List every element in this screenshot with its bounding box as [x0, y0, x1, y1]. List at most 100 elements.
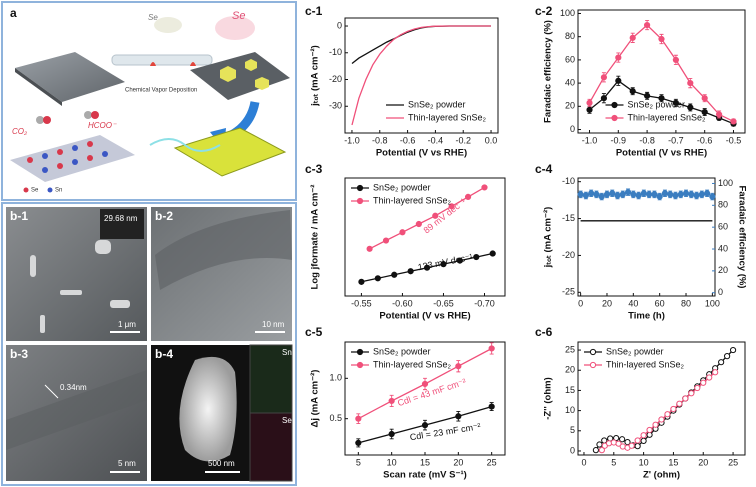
marker	[693, 192, 700, 199]
y-tick-label: 15	[565, 385, 575, 395]
legend-dot	[23, 187, 29, 193]
label-se: Se	[148, 13, 158, 22]
y-axis-label: Δj (mA cm⁻²)	[310, 370, 321, 428]
se-vapor	[154, 17, 182, 33]
legend-label: SnSe₂ powder	[373, 346, 431, 356]
marker	[615, 440, 622, 447]
marker	[670, 405, 677, 413]
panel-label: c-3	[305, 162, 323, 176]
marker	[630, 191, 637, 198]
series-line	[351, 25, 491, 126]
marker	[677, 191, 684, 198]
marker	[658, 35, 665, 43]
marker	[698, 191, 705, 198]
marker	[374, 275, 381, 282]
marker	[407, 268, 414, 275]
marker	[652, 421, 659, 428]
spacing-label: 0.34nm	[60, 383, 87, 392]
y-tick-label: -10	[329, 47, 342, 57]
marker	[672, 99, 679, 106]
marker	[596, 441, 603, 448]
marker	[432, 212, 439, 219]
substrate	[15, 52, 125, 102]
marker	[615, 77, 622, 84]
marker	[701, 95, 708, 102]
y-tick-label: 80	[565, 31, 575, 41]
marker	[682, 395, 689, 402]
marker	[600, 95, 608, 102]
marker	[598, 447, 605, 454]
marker	[489, 250, 496, 257]
plot-frame	[344, 17, 499, 134]
legend-label: SnSe₂ powder	[606, 346, 664, 356]
se-vapor	[215, 16, 255, 40]
marker	[586, 99, 593, 106]
marker	[635, 192, 642, 199]
marker	[687, 104, 694, 111]
marker	[382, 237, 390, 244]
sn-map	[249, 344, 293, 414]
marker	[640, 190, 647, 197]
marker	[358, 278, 365, 285]
marker	[582, 192, 590, 199]
plot-frame	[577, 177, 716, 297]
x-tick-label: 0.0	[485, 135, 498, 145]
y2-tick-label: 80	[718, 200, 728, 210]
marker	[706, 374, 713, 381]
marker	[355, 415, 362, 422]
x-axis-label: Z' (ohm)	[643, 470, 680, 481]
panel-label: b-1	[10, 209, 28, 223]
marker	[634, 437, 641, 444]
y-tick-label: 0	[570, 124, 575, 134]
marker	[672, 56, 679, 63]
panel-label: c-2	[535, 4, 553, 18]
legend-marker	[356, 361, 364, 369]
marker	[448, 203, 455, 210]
marker	[481, 184, 488, 191]
x-axis-label: Potential (V vs RHE)	[376, 148, 467, 159]
legend-label: SnSe₂ powder	[408, 99, 466, 109]
x-tick-label: -0.6	[400, 135, 416, 145]
marker	[628, 442, 635, 449]
y2-tick-label: 0	[718, 287, 723, 297]
x-axis-label: Time (h)	[628, 311, 665, 322]
map-label: Sn	[282, 348, 292, 357]
marker	[667, 191, 674, 198]
deposited-substrate	[190, 52, 290, 100]
x-tick-label: 10	[387, 457, 397, 467]
marker	[646, 426, 653, 434]
scale-label: 1 μm	[118, 320, 136, 329]
legend-marker	[611, 101, 618, 109]
x-tick-label: 25	[728, 457, 738, 467]
legend-label: SnSe₂ powder	[628, 99, 686, 109]
marker	[658, 416, 665, 423]
y2-tick-label: 20	[718, 265, 728, 275]
marker	[700, 379, 707, 386]
map-label: Se	[282, 416, 292, 425]
marker	[658, 95, 665, 102]
panel-label: c-4	[535, 162, 553, 176]
marker	[423, 264, 431, 271]
x-tick-label: -0.7	[668, 135, 684, 145]
marker	[624, 189, 632, 196]
legend-se: Se	[31, 188, 39, 194]
panel-label: c-1	[305, 4, 323, 18]
x-tick-label: -0.4	[428, 135, 444, 145]
label-se: Se	[232, 10, 245, 22]
label-hcoo: HCOO⁻	[88, 121, 117, 130]
panel-label: b-3	[10, 347, 28, 361]
sem-flakes	[30, 240, 130, 333]
marker	[646, 191, 653, 198]
legend-marker	[356, 197, 364, 205]
y-tick-label: 40	[565, 77, 575, 87]
marker	[629, 34, 636, 41]
x-tick-label: 15	[420, 457, 430, 467]
marker	[688, 390, 695, 397]
marker	[640, 437, 647, 444]
marker	[440, 261, 447, 268]
marker	[687, 80, 694, 87]
marker	[598, 193, 605, 200]
marker	[718, 359, 725, 366]
x-tick-label: -0.60	[392, 298, 413, 308]
